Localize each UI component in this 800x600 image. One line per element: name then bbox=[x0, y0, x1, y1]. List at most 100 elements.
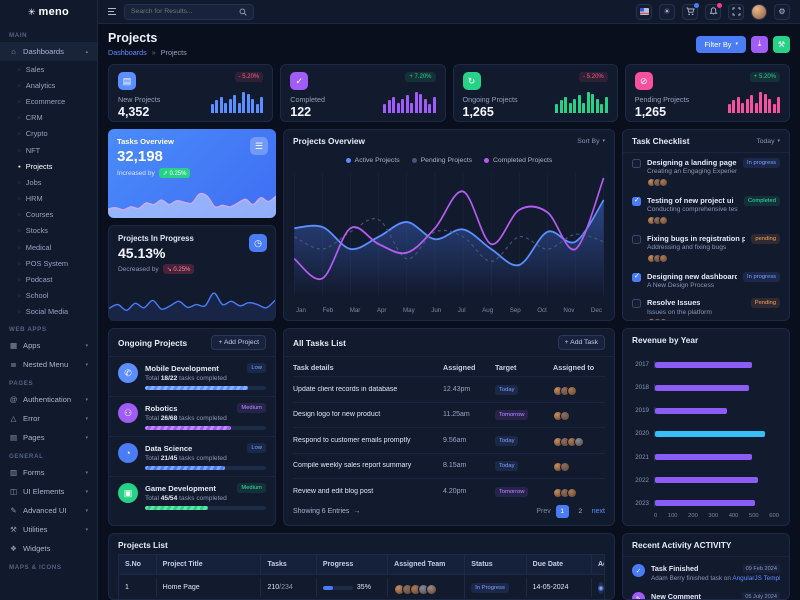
checkbox[interactable] bbox=[632, 299, 641, 308]
list-icon[interactable]: ☰ bbox=[250, 137, 268, 155]
sidebar-subitem-school[interactable]: ○ School bbox=[0, 288, 97, 304]
sidebar-item-dashboards[interactable]: ⌂ Dashboards ▴ bbox=[0, 42, 97, 61]
checklist-item-title: Testing of new project ui bbox=[647, 195, 734, 205]
sidebar-subitem-jobs[interactable]: ○ Jobs bbox=[0, 174, 97, 190]
table-row: Update client records in database 12.43pm… bbox=[293, 376, 605, 402]
sidebar-subitem-ecommerce[interactable]: ○ Ecommerce bbox=[0, 93, 97, 109]
stat-label: Completed bbox=[290, 95, 326, 104]
bullet-icon: ○ bbox=[18, 293, 21, 299]
add-project-button[interactable]: + Add Project bbox=[211, 335, 266, 350]
table-header-row: Task details Assigned Target Assigned to bbox=[293, 357, 605, 376]
stat-value: 122 bbox=[290, 105, 312, 119]
theme-sun-icon[interactable]: ☀ bbox=[659, 3, 675, 20]
sidebar-subitem-hrm[interactable]: ○ HRM bbox=[0, 191, 97, 207]
sidebar-subitem-label: Analytics bbox=[25, 80, 56, 90]
checkbox[interactable] bbox=[632, 196, 641, 206]
serial-number: 1 bbox=[119, 578, 157, 598]
bell-icon[interactable] bbox=[705, 2, 722, 20]
sidebar-item-authentication[interactable]: @ Authentication ▾ bbox=[0, 390, 97, 409]
activity-link[interactable]: AngularJS Template bbox=[732, 575, 780, 582]
flag-icon[interactable] bbox=[636, 3, 652, 20]
target-badge: Tomorrow bbox=[495, 486, 529, 497]
sidebar-item-error[interactable]: △ Error ▾ bbox=[0, 409, 97, 428]
sidebar-item-widgets[interactable]: ❖ Widgets bbox=[0, 539, 97, 558]
checkbox[interactable] bbox=[632, 234, 641, 244]
column-header: Progress bbox=[317, 555, 389, 574]
cart-icon[interactable] bbox=[682, 2, 699, 20]
revenue-bar-row: 2017 bbox=[629, 361, 779, 368]
revenue-bar-track bbox=[654, 361, 779, 368]
sidebar-subitem-podcast[interactable]: ○ Podcast bbox=[0, 271, 97, 287]
sort-by-dropdown[interactable]: Sort By ▾ bbox=[577, 137, 605, 145]
checklist-item-title: Designing new dashboard bbox=[647, 271, 737, 281]
sidebar-subitem-nft[interactable]: ○ NFT bbox=[0, 142, 97, 158]
sidebar-item-label: UI Elements bbox=[23, 487, 65, 496]
fullscreen-icon[interactable] bbox=[728, 3, 744, 20]
tools-button[interactable]: ⚒ bbox=[773, 35, 790, 53]
sidebar-item-utilities[interactable]: ⚒ Utilities ▾ bbox=[0, 520, 97, 539]
project-name: Data Science bbox=[145, 443, 193, 453]
priority-badge: Medium bbox=[237, 483, 266, 493]
filter-by-button[interactable]: Filter By ▾ bbox=[696, 35, 746, 53]
sidebar-item-nested-menu[interactable]: ≣ Nested Menu ▾ bbox=[0, 355, 97, 374]
sidebar-subitem-courses[interactable]: ○ Courses bbox=[0, 207, 97, 223]
bullet-icon: ○ bbox=[18, 98, 21, 104]
revenue-bar bbox=[655, 384, 750, 391]
ongoing-project-body: Data Science Low Total 21/45 tasks complet… bbox=[145, 443, 266, 470]
clock-icon[interactable]: ◷ bbox=[249, 234, 267, 252]
next-page-button[interactable]: next bbox=[591, 508, 605, 515]
breadcrumb-parent[interactable]: Dashboards bbox=[108, 48, 147, 57]
sidebar-item-apps[interactable]: ▦ Apps ▾ bbox=[0, 336, 97, 355]
stat-value: 1,265 bbox=[462, 105, 494, 119]
add-task-button[interactable]: + Add Task bbox=[557, 335, 605, 350]
settings-gear-icon[interactable]: ⚙ bbox=[774, 3, 790, 20]
sidebar-subitem-crm[interactable]: ○ CRM bbox=[0, 110, 97, 126]
ongoing-projects-card: Ongoing Projects + Add Project ✆ Mobile D… bbox=[108, 328, 276, 526]
avatar-group bbox=[553, 487, 577, 498]
sidebar-item-forms[interactable]: ▥ Forms ▾ bbox=[0, 463, 97, 482]
sidebar-item-ui-elements[interactable]: ◫ UI Elements ▾ bbox=[0, 482, 97, 501]
projects-in-progress-title: Projects In Progress bbox=[118, 234, 194, 243]
search-icon[interactable] bbox=[239, 8, 247, 16]
search-input[interactable] bbox=[131, 8, 235, 15]
page-button-2[interactable]: 2 bbox=[578, 508, 583, 515]
brand-logo[interactable]: ✳ meno bbox=[0, 0, 97, 24]
view-icon[interactable]: ◉ bbox=[597, 581, 604, 594]
menu-toggle-icon[interactable] bbox=[108, 7, 116, 16]
page-button-1[interactable]: 1 bbox=[555, 505, 569, 518]
stat-value: 1,265 bbox=[634, 105, 667, 119]
sidebar-subitem-social-media[interactable]: ○ Social Media bbox=[0, 304, 97, 320]
sidebar-subitem-crypto[interactable]: ○ Crypto bbox=[0, 126, 97, 142]
checklist-item-body: Designing new dashboard A New Design Proc… bbox=[647, 272, 737, 290]
page-content: Projects Dashboards » Projects Filter By… bbox=[98, 24, 800, 600]
pencil-icon: ✎ bbox=[10, 506, 17, 515]
legend-label: Pending Projects bbox=[420, 157, 473, 164]
checkbox[interactable] bbox=[632, 272, 641, 282]
sidebar-item-pages[interactable]: ▤ Pages ▾ bbox=[0, 428, 97, 447]
sidebar-subitem-sales[interactable]: ○ Sales bbox=[0, 61, 97, 77]
checkbox[interactable] bbox=[632, 158, 641, 168]
all-tasks-title: All Tasks List bbox=[293, 337, 346, 348]
sidebar-subitem-pos-system[interactable]: ○ POS System bbox=[0, 255, 97, 271]
sidebar-subitem-analytics[interactable]: ○ Analytics bbox=[0, 77, 97, 93]
today-dropdown[interactable]: Today ▾ bbox=[756, 137, 780, 145]
tasks-overview-change-badge: ↗ 0.25% bbox=[158, 168, 191, 178]
sidebar-subitem-medical[interactable]: ○ Medical bbox=[0, 239, 97, 255]
tasks-count: 210/234 bbox=[261, 578, 317, 598]
user-avatar[interactable] bbox=[751, 3, 767, 20]
sidebar-item-advanced-ui[interactable]: ✎ Advanced UI ▾ bbox=[0, 501, 97, 520]
stat-card-pending-projects: ⊘ + 5.20% Pending Projects 1,265 bbox=[624, 64, 790, 122]
tasks-overview-caption: Increased by bbox=[117, 169, 155, 177]
prev-page-button[interactable]: Prev bbox=[536, 508, 551, 515]
x-tick-label: 100 bbox=[667, 513, 678, 519]
download-button[interactable]: ⤓ bbox=[751, 35, 768, 53]
sidebar-subitem-label: Podcast bbox=[25, 275, 53, 285]
bullet-icon: ○ bbox=[18, 277, 21, 283]
sidebar-subitem-stocks[interactable]: ○ Stocks bbox=[0, 223, 97, 239]
breadcrumb-separator: » bbox=[151, 48, 156, 57]
projects-list-card: Projects List S.No Project Title Tasks Prog… bbox=[108, 533, 615, 600]
column-header: Assigned to bbox=[553, 363, 595, 372]
chevron-down-icon: ▾ bbox=[85, 507, 88, 514]
revenue-bar bbox=[655, 361, 753, 368]
sidebar-subitem-projects[interactable]: ● Projects bbox=[0, 158, 97, 174]
